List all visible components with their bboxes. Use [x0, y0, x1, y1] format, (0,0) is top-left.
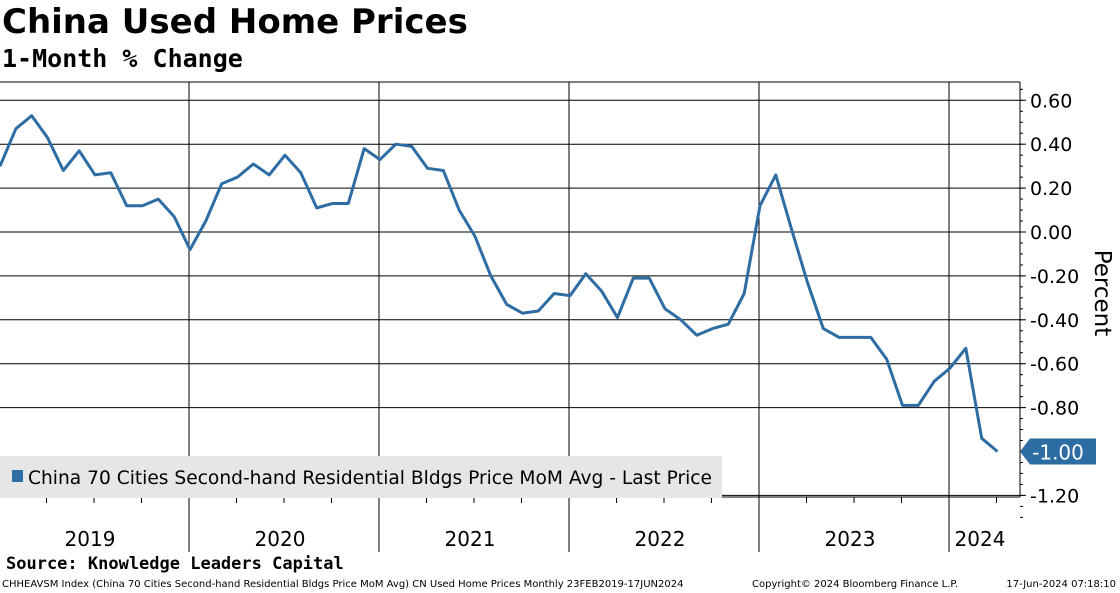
- source-note: Source: Knowledge Leaders Capital: [6, 554, 344, 574]
- timestamp: 17-Jun-2024 07:18:10: [1006, 579, 1116, 590]
- chart-title: China Used Home Prices: [2, 2, 468, 42]
- x-tick-label: 2020: [255, 527, 306, 551]
- y-tick-label: 0.20: [1030, 178, 1072, 200]
- index-description: CHHEAVSM Index (China 70 Cities Second-h…: [2, 579, 684, 590]
- y-tick-label: 0.00: [1030, 222, 1072, 244]
- y-tick-label: -0.20: [1030, 266, 1079, 288]
- x-tick-label: 2024: [955, 527, 1006, 551]
- gridlines: [0, 81, 1020, 496]
- x-tick-label: 2022: [635, 527, 686, 551]
- legend-label: China 70 Cities Second-hand Residential …: [28, 467, 712, 489]
- last-value-label: -1.00: [1032, 441, 1084, 465]
- y-tick-label: -0.60: [1030, 354, 1079, 376]
- x-axis: 2019 2020 2021 2022 2023 2024: [0, 496, 1020, 551]
- legend-box: [0, 456, 722, 498]
- y-tick-label: -0.40: [1030, 310, 1079, 332]
- y-axis: 0.60 0.40 0.20 0.00 -0.20 -0.40 -0.60 -0.80 -1.2…: [1019, 82, 1079, 518]
- copyright-note: Copyright© 2024 Bloomberg Finance L.P.: [752, 579, 959, 590]
- y-axis-label: Percent: [1089, 250, 1115, 337]
- y-tick-label: 0.40: [1030, 134, 1072, 156]
- legend: China 70 Cities Second-hand Residential …: [0, 456, 722, 498]
- series: [0, 114, 999, 453]
- last-value-badge: [1020, 438, 1096, 465]
- series-line: [0, 114, 999, 453]
- x-tick-label: 2019: [65, 527, 116, 551]
- chart-subtitle: 1-Month % Change: [2, 44, 243, 73]
- y-tick-label: -0.80: [1030, 398, 1079, 420]
- y-tick-label: 0.60: [1030, 90, 1072, 112]
- x-tick-label: 2021: [445, 527, 496, 551]
- last-value-marker: -1.00: [1020, 438, 1096, 465]
- y-tick-label: -1.20: [1030, 485, 1079, 507]
- legend-swatch: [12, 470, 23, 482]
- x-tick-label: 2023: [825, 527, 876, 551]
